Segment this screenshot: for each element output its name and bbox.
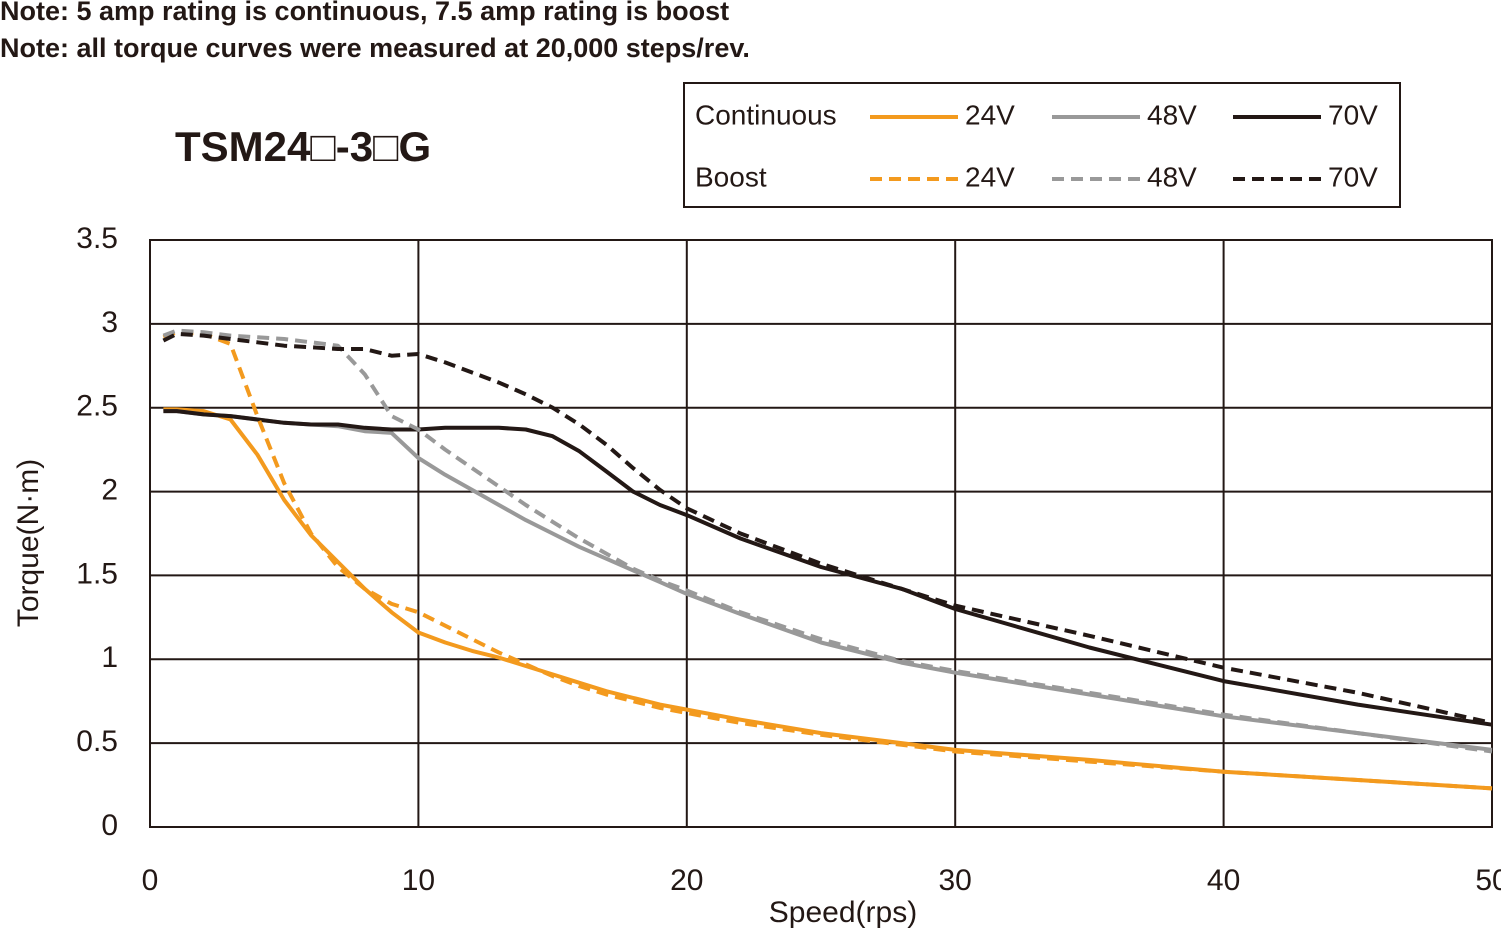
note: Note: 5 amp rating is continuous, 7.5 am… bbox=[0, 0, 729, 26]
series-line bbox=[162, 328, 1493, 754]
x-tick-label: 10 bbox=[402, 864, 435, 897]
legend-label: 70V bbox=[1328, 161, 1378, 192]
x-tick-label: 40 bbox=[1207, 864, 1240, 897]
series-line bbox=[162, 330, 1493, 791]
y-tick-label: 2 bbox=[101, 473, 118, 506]
y-tick-label: 2.5 bbox=[76, 390, 118, 423]
series-line bbox=[163, 407, 1493, 791]
y-tick-label: 1.5 bbox=[76, 557, 118, 590]
x-axis-label: Speed(rps) bbox=[769, 896, 917, 929]
plot-frame bbox=[149, 239, 1493, 828]
x-tick-label: 50 bbox=[1475, 864, 1501, 897]
y-tick-label: 1 bbox=[101, 641, 118, 674]
x-tick-label: 20 bbox=[670, 864, 703, 897]
legend-box bbox=[683, 82, 1401, 208]
note: Note: all torque curves were measured at… bbox=[0, 33, 750, 63]
y-tick-label: 3.5 bbox=[76, 222, 118, 255]
legend-label: 48V bbox=[1147, 99, 1197, 130]
y-tick-label: 0 bbox=[101, 809, 118, 842]
legend-group-label: Boost bbox=[695, 161, 767, 192]
legend-label: 48V bbox=[1147, 161, 1197, 192]
series-line bbox=[163, 409, 1493, 727]
x-tick-label: 0 bbox=[142, 864, 159, 897]
y-tick-label: 3 bbox=[101, 306, 118, 339]
series-line bbox=[162, 331, 1493, 725]
legend-label: 70V bbox=[1328, 99, 1378, 130]
x-tick-label: 30 bbox=[939, 864, 972, 897]
legend-label: 24V bbox=[965, 161, 1015, 192]
chart-title: TSM24□-3□G bbox=[175, 123, 431, 170]
y-axis-label: Torque(N·m) bbox=[12, 459, 45, 627]
legend-label: 24V bbox=[965, 99, 1015, 130]
legend-group-label: Continuous bbox=[695, 99, 837, 130]
y-tick-label: 0.5 bbox=[76, 725, 118, 758]
series-line bbox=[163, 409, 1493, 752]
